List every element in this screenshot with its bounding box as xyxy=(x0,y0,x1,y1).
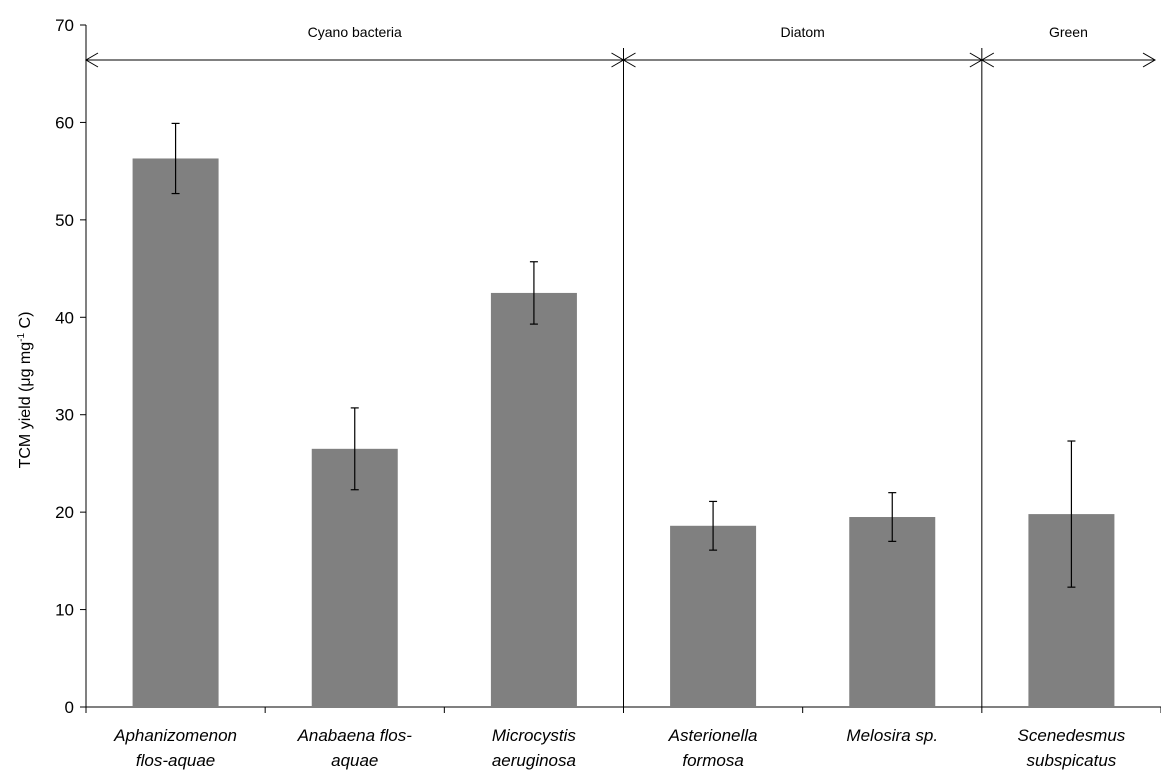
category-labels: Aphanizomenon flos-aquae Anabaena flos-aqu… xyxy=(113,726,1126,770)
category-label: aquae xyxy=(331,751,378,770)
group-label: Diatom xyxy=(780,24,824,40)
category-label: flos-aquae xyxy=(136,751,215,770)
group-arrow-head-left xyxy=(622,52,636,68)
y-axis-title-tail: C) xyxy=(17,312,34,333)
bar xyxy=(490,292,577,707)
x-axis xyxy=(85,706,1161,713)
category-label: Anabaena flos- xyxy=(297,726,413,745)
group-label: Green xyxy=(1049,24,1088,40)
group-arrow-head-left xyxy=(85,52,99,68)
y-tick-label: 30 xyxy=(55,406,74,425)
category-label: Melosira sp. xyxy=(846,726,938,745)
y-tick-label: 50 xyxy=(55,211,74,230)
error-bars xyxy=(171,122,1076,588)
y-tick-label: 60 xyxy=(55,113,74,132)
bar xyxy=(670,525,757,707)
y-tick-label: 20 xyxy=(55,503,74,522)
category-label: Microcystis xyxy=(492,726,577,745)
group-label: Cyano bacteria xyxy=(308,24,402,40)
y-axis-title-main: TCM yield (μg mg xyxy=(17,342,34,469)
y-tick-label: 40 xyxy=(55,308,74,327)
y-tick-label: 10 xyxy=(55,601,74,620)
y-axis: 0 10 20 30 40 50 60 70 xyxy=(55,16,87,717)
category-label: Aphanizomenon xyxy=(113,726,237,745)
y-axis-title: TCM yield (μg mg-1 C) xyxy=(16,312,34,469)
category-label: Asterionella xyxy=(668,726,758,745)
bar xyxy=(849,517,936,707)
y-tick-label: 70 xyxy=(55,16,74,35)
category-label: Scenedesmus xyxy=(1018,726,1126,745)
y-axis-title-sup: -1 xyxy=(16,332,27,341)
category-label: formosa xyxy=(682,751,743,770)
group-annotations: Cyano bacteria Diatom Green xyxy=(85,24,1156,707)
bars xyxy=(132,158,1115,707)
category-label: subspicatus xyxy=(1027,751,1117,770)
category-label: aeruginosa xyxy=(492,751,576,770)
group-arrow-head-left xyxy=(980,52,995,68)
bar xyxy=(311,448,398,707)
bar xyxy=(132,158,219,707)
y-tick-label: 0 xyxy=(65,698,74,717)
group-arrow-head-right xyxy=(1142,52,1156,68)
